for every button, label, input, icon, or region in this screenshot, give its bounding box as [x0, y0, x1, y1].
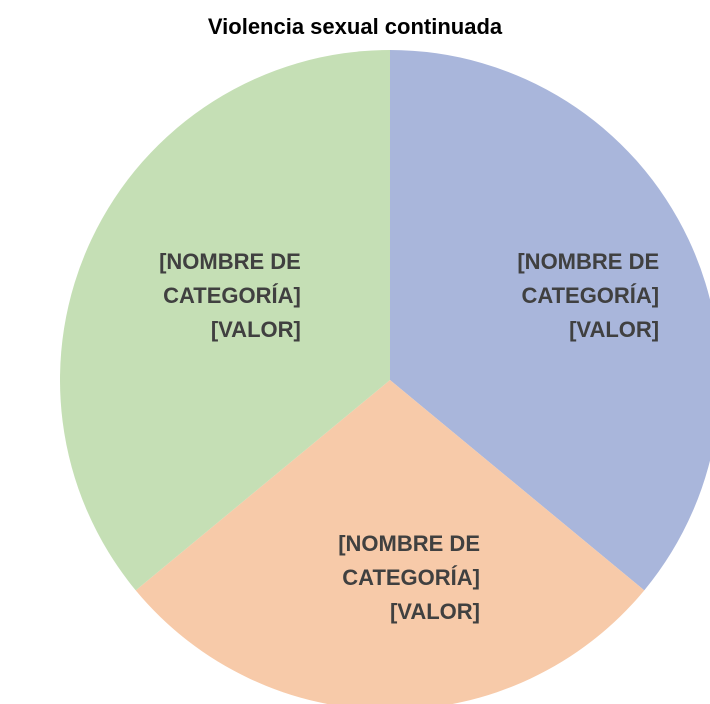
data-label: [NOMBRE DE CATEGORÍA] [VALOR] — [479, 245, 659, 347]
value-label: [VALOR] — [569, 316, 660, 342]
data-label: [NOMBRE DE CATEGORÍA] [VALOR] — [121, 245, 301, 347]
category-label: [NOMBRE DE CATEGORÍA] — [517, 248, 660, 308]
value-label: [VALOR] — [210, 316, 301, 342]
data-label: [NOMBRE DE CATEGORÍA] [VALOR] — [300, 527, 480, 629]
pie-slice — [135, 380, 645, 704]
pie-slice — [60, 50, 390, 591]
category-label: [NOMBRE DE CATEGORÍA] — [338, 531, 480, 590]
chart-title: Violencia sexual continuada — [207, 14, 503, 39]
category-label: [NOMBRE DE CATEGORÍA] — [159, 248, 301, 308]
value-label: [VALOR] — [389, 599, 480, 624]
pie-slice — [390, 50, 710, 591]
